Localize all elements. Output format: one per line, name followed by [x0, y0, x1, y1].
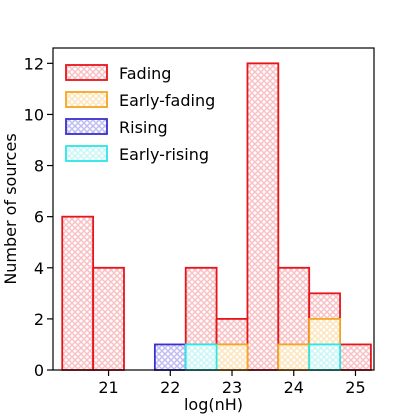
- y-axis-label: Number of sources: [1, 133, 20, 284]
- legend: Fading Early-fading Rising Early-rising: [65, 64, 215, 164]
- legend-label: Early-rising: [119, 145, 209, 164]
- y-tick-label: 12: [24, 54, 44, 73]
- x-tick-label: 22: [160, 378, 180, 397]
- x-tick-label: 24: [284, 378, 304, 397]
- x-tick-label: 25: [345, 378, 365, 397]
- y-tick-label: 4: [34, 259, 44, 278]
- bar-fading-20.75: [92, 266, 125, 371]
- y-tick-label: 10: [24, 105, 44, 124]
- plot-frame: [52, 47, 375, 371]
- x-tick-label: 21: [98, 378, 118, 397]
- bar-fading-23.25: [246, 62, 280, 371]
- legend-swatch: [65, 145, 108, 162]
- bar-fading-20.25: [61, 215, 95, 371]
- y-axis-ticks: 0 2 4 6 8 10 12: [24, 54, 53, 380]
- bar-rising-21.75: [153, 343, 187, 371]
- legend-label: Rising: [119, 118, 168, 137]
- y-tick-label: 8: [34, 157, 44, 176]
- legend-swatch: [65, 91, 108, 108]
- y-tick-label: 2: [34, 310, 44, 329]
- legend-label: Fading: [119, 64, 171, 83]
- x-axis-ticks: 21 22 23 24 25: [98, 370, 366, 397]
- bar-early-rising-22.25: [184, 343, 218, 371]
- bar-early-fading-23.75: [277, 343, 311, 371]
- x-tick-label: 23: [222, 378, 242, 397]
- bar-early-rising-24.25: [308, 343, 341, 371]
- bar-fading-24.75: [339, 343, 372, 371]
- legend-swatch: [65, 118, 108, 135]
- legend-swatch: [65, 64, 108, 81]
- bar-early-fading-22.75: [215, 343, 249, 371]
- y-tick-label: 6: [34, 208, 44, 227]
- histogram-bars: [61, 62, 372, 371]
- legend-label: Early-fading: [119, 91, 215, 110]
- y-tick-label: 0: [34, 361, 44, 380]
- x-axis-label: log(nH): [184, 395, 243, 414]
